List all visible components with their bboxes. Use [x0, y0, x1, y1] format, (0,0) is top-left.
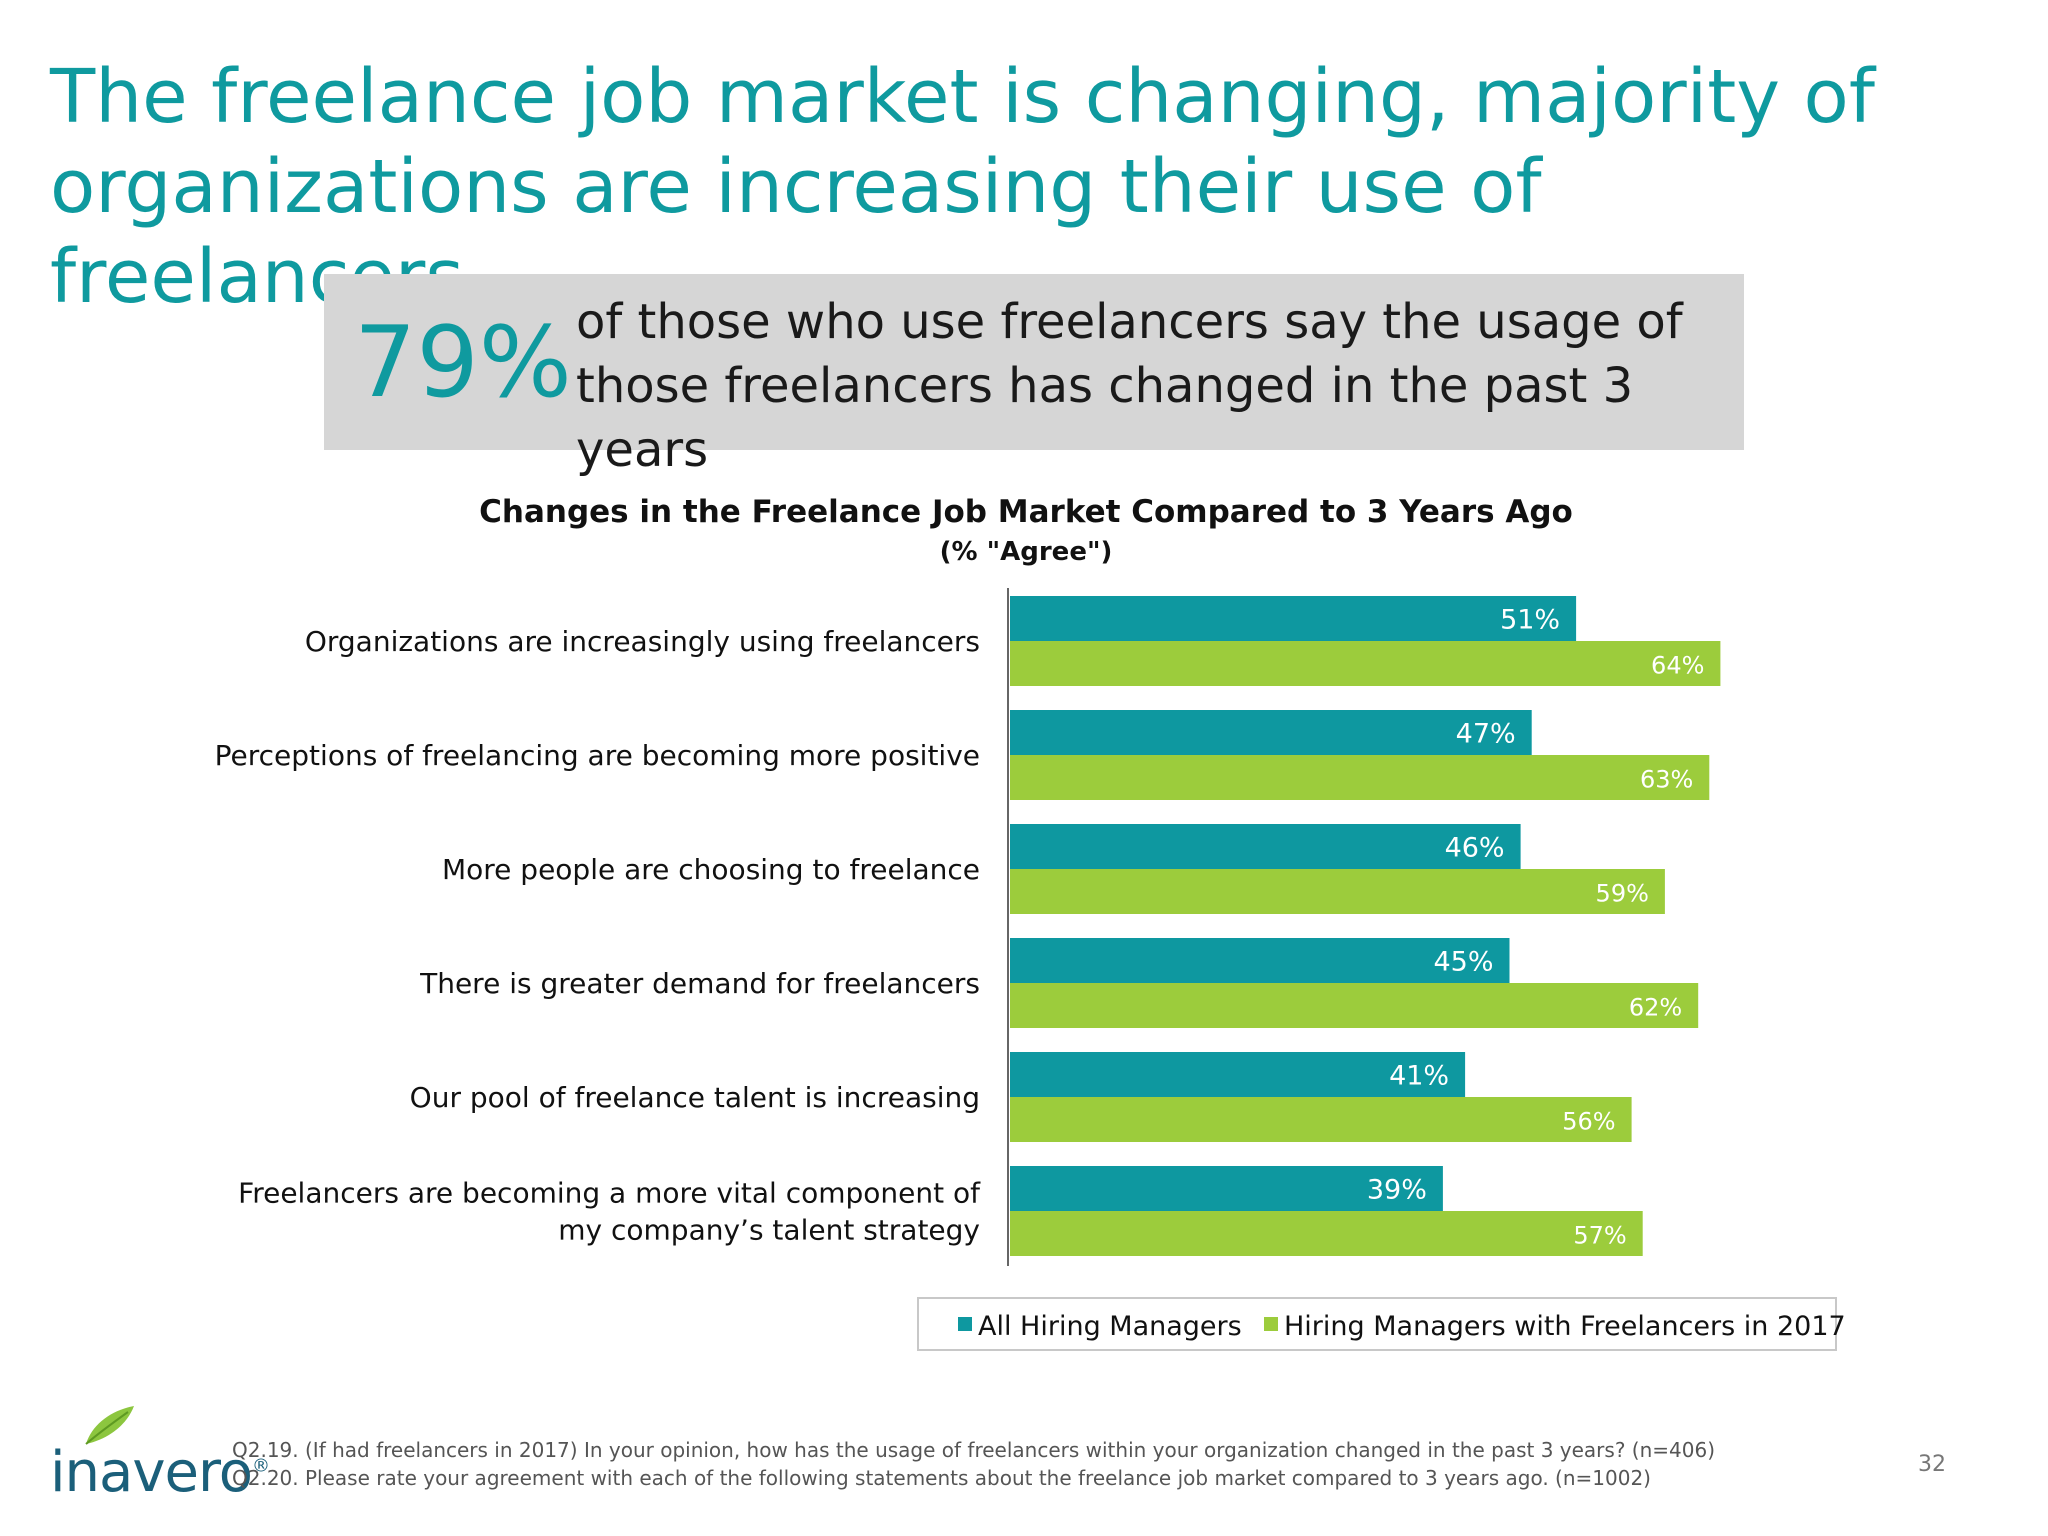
callout-stat: 79% — [354, 306, 572, 420]
footnote-q2-19: Q2.19. (If had freelancers in 2017) In y… — [232, 1438, 1715, 1462]
logo-wordmark: inavero® — [50, 1440, 270, 1505]
category-label-4: Our pool of freelance talent is increasi… — [410, 1081, 980, 1114]
inavero-logo: inavero® — [50, 1404, 270, 1505]
value-label-all-5: 39% — [1367, 1175, 1427, 1206]
bar-freelancers-1 — [1010, 755, 1710, 800]
category-label-5-line-1: my company’s talent strategy — [558, 1214, 980, 1247]
value-label-all-1: 47% — [1456, 719, 1516, 750]
bar-freelancers-4 — [1010, 1097, 1632, 1142]
bar-all-3 — [1010, 938, 1510, 983]
bar-all-0 — [1010, 596, 1577, 641]
bar-all-4 — [1010, 1052, 1466, 1097]
value-label-freelancers-0: 64% — [1651, 652, 1704, 680]
chart-title: Changes in the Freelance Job Market Comp… — [479, 494, 1573, 530]
bars-layer: 51% 64% Organizations are increasingly usi… — [215, 596, 1721, 1256]
page-number: 32 — [1918, 1452, 1946, 1477]
value-label-freelancers-5: 57% — [1573, 1222, 1626, 1250]
bar-all-5 — [1010, 1166, 1443, 1211]
category-label-2: More people are choosing to freelance — [442, 853, 980, 886]
callout-text: of those who use freelancers say the usa… — [576, 294, 1683, 478]
value-label-all-2: 46% — [1445, 833, 1505, 864]
footnotes: Q2.19. (If had freelancers in 2017) In y… — [232, 1436, 1832, 1492]
legend-frame — [917, 1297, 1837, 1351]
bar-freelancers-2 — [1010, 869, 1665, 914]
legend-swatch-freelancers — [1264, 1317, 1278, 1331]
category-label-5-line-0: Freelancers are becoming a more vital co… — [238, 1177, 981, 1210]
value-label-freelancers-3: 62% — [1629, 994, 1682, 1022]
value-label-all-0: 51% — [1500, 605, 1560, 636]
category-label-3: There is greater demand for freelancers — [419, 967, 980, 1000]
legend-label-all: All Hiring Managers — [978, 1311, 1242, 1342]
category-label-0: Organizations are increasingly using fre… — [305, 625, 980, 658]
legend-label-freelancers: Hiring Managers with Freelancers in 2017 — [1284, 1311, 1846, 1342]
bar-all-1 — [1010, 710, 1532, 755]
bar-freelancers-3 — [1010, 983, 1699, 1028]
bar-chart: Changes in the Freelance Job Market Comp… — [215, 494, 1846, 1351]
chart-legend: All Hiring Managers Hiring Managers with… — [917, 1297, 1846, 1351]
leaf-icon — [85, 1406, 134, 1445]
value-label-freelancers-4: 56% — [1562, 1108, 1615, 1136]
value-label-all-3: 45% — [1433, 947, 1493, 978]
chart-subtitle: (% "Agree") — [940, 537, 1113, 567]
slide-title: The freelance job market is changing, ma… — [50, 54, 1875, 320]
footnote-q2-20: Q2.20. Please rate your agreement with e… — [232, 1466, 1651, 1490]
category-label-1: Perceptions of freelancing are becoming … — [215, 739, 980, 772]
bar-freelancers-0 — [1010, 641, 1721, 686]
legend-swatch-all — [958, 1317, 972, 1331]
value-label-freelancers-1: 63% — [1640, 766, 1693, 794]
bar-all-2 — [1010, 824, 1521, 869]
callout-box: 79% of those who use freelancers say the… — [324, 274, 1744, 478]
value-label-all-4: 41% — [1389, 1061, 1449, 1092]
value-label-freelancers-2: 59% — [1596, 880, 1649, 908]
bar-freelancers-5 — [1010, 1211, 1643, 1256]
